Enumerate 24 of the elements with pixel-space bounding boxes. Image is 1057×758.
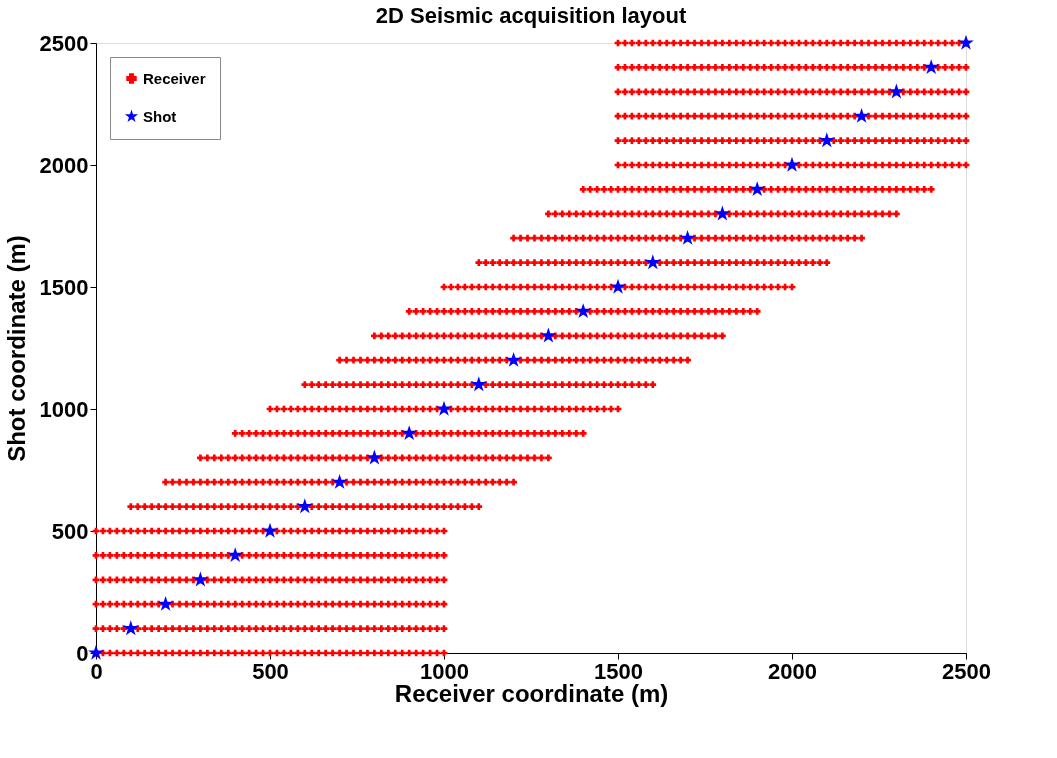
chart-title: 2D Seismic acquisition layout xyxy=(375,3,687,28)
y-tick-label: 2500 xyxy=(39,30,89,56)
x-tick-label: 2000 xyxy=(768,658,817,684)
y-tick-label: 1000 xyxy=(39,396,89,422)
point xyxy=(227,547,243,562)
point xyxy=(575,303,591,318)
point xyxy=(401,425,417,440)
point xyxy=(262,523,278,538)
y-tick-label: 1500 xyxy=(39,274,89,300)
x-tick-label: 2500 xyxy=(942,658,991,684)
point xyxy=(436,401,452,416)
point xyxy=(749,181,765,196)
y-tick-label: 0 xyxy=(76,640,89,666)
y-tick-label: 2000 xyxy=(39,152,89,178)
point xyxy=(923,59,939,74)
point xyxy=(88,645,104,660)
point xyxy=(958,35,974,50)
x-tick-label: 500 xyxy=(252,658,289,684)
point xyxy=(784,157,800,172)
legend-label: Shot xyxy=(143,107,177,125)
point xyxy=(610,279,626,294)
y-tick-label: 500 xyxy=(51,518,89,544)
y-axis-title: Shot coordinate (m) xyxy=(2,235,30,462)
legend-label: Receiver xyxy=(143,69,206,87)
